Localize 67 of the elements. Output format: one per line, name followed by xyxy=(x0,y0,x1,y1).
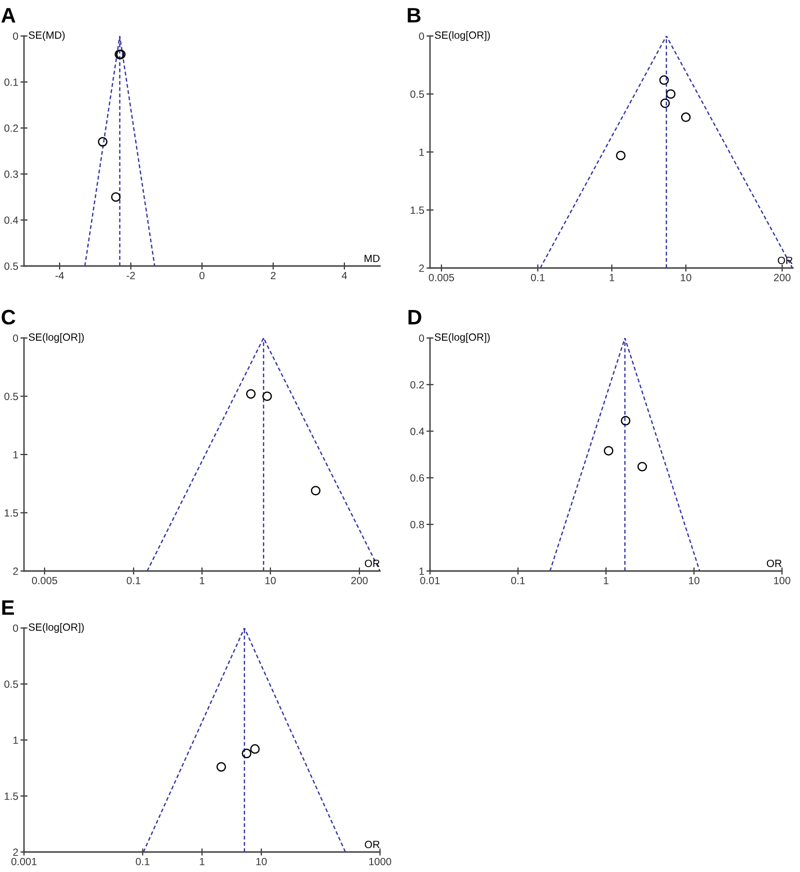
y-axis-title: SE(MD) xyxy=(28,31,65,41)
x-tick-label: 10 xyxy=(689,576,700,584)
x-axis-title: OR xyxy=(778,256,793,264)
y-tick-label: 2 xyxy=(13,568,18,575)
y-tick-label: 0 xyxy=(419,334,424,342)
x-axis-title: OR xyxy=(766,560,782,568)
x-tick-label: 0 xyxy=(200,272,204,280)
y-tick-label: 1.5 xyxy=(410,206,424,214)
x-tick-label: 10 xyxy=(265,576,276,584)
x-tick-label: 0.001 xyxy=(11,858,37,866)
y-tick-label: 1 xyxy=(419,568,424,575)
y-tick-label: 0 xyxy=(13,32,18,40)
x-tick-label: -2 xyxy=(126,272,135,280)
y-tick-label: 1 xyxy=(419,148,424,156)
x-tick-label: 2 xyxy=(270,272,276,280)
x-tick-label: 0.1 xyxy=(530,274,545,282)
chart-title: A xyxy=(1,8,16,22)
y-axis-title: SE(log[OR]) xyxy=(28,333,84,343)
x-tick-label: 10 xyxy=(256,858,267,866)
y-tick-label: 0 xyxy=(13,334,18,342)
y-tick-label: 0.3 xyxy=(4,170,18,178)
chart-title: C xyxy=(2,310,16,325)
x-tick-label: 0.005 xyxy=(428,274,454,282)
x-tick-label: 1 xyxy=(604,576,608,584)
x-axis-title: MD xyxy=(364,254,380,262)
x-tick-label: 0.01 xyxy=(420,576,440,584)
x-tick-label: 0.1 xyxy=(511,576,525,584)
x-tick-label: 0.1 xyxy=(126,576,140,584)
x-tick-label: 1 xyxy=(200,858,204,866)
x-tick-label: 0.005 xyxy=(32,576,58,584)
y-tick-label: 0.5 xyxy=(4,392,18,400)
x-axis-title: OR xyxy=(364,840,380,848)
y-tick-label: 0.5 xyxy=(4,262,18,270)
chart-title: B xyxy=(408,8,421,22)
x-tick-label: 10 xyxy=(680,274,692,282)
y-axis-title: SE(log[OR]) xyxy=(28,623,84,633)
chart-title: E xyxy=(2,600,14,615)
y-tick-label: 1 xyxy=(13,736,18,744)
y-tick-label: 0 xyxy=(419,32,424,40)
x-tick-label: 4 xyxy=(342,272,347,280)
x-tick-label: 1000 xyxy=(369,858,392,866)
y-tick-label: 0 xyxy=(13,624,18,632)
y-tick-label: 0.2 xyxy=(410,381,424,388)
x-axis-title: OR xyxy=(364,560,380,568)
y-tick-label: 0.4 xyxy=(4,216,18,224)
y-tick-label: 0.5 xyxy=(410,90,424,98)
y-tick-label: 0.4 xyxy=(410,428,424,436)
x-tick-label: 0.1 xyxy=(136,858,150,866)
y-tick-label: 0.5 xyxy=(4,680,18,688)
y-tick-label: 0.2 xyxy=(4,124,18,132)
y-tick-label: 1.5 xyxy=(4,509,18,517)
y-tick-label: 1.5 xyxy=(4,792,18,800)
y-tick-label: 0.1 xyxy=(4,78,18,86)
y-tick-label: 0.8 xyxy=(410,520,424,528)
x-tick-label: 1 xyxy=(610,274,614,282)
y-axis-title: SE(log[OR]) xyxy=(434,31,490,41)
x-tick-label: 100 xyxy=(774,576,790,584)
chart-title: D xyxy=(408,310,422,324)
x-tick-label: -4 xyxy=(55,272,64,280)
x-tick-label: 200 xyxy=(774,274,790,282)
x-tick-label: 1 xyxy=(200,576,204,584)
x-tick-label: 200 xyxy=(351,576,368,584)
y-tick-label: 1 xyxy=(13,451,18,458)
y-tick-label: 2 xyxy=(13,848,18,856)
y-tick-label: 2 xyxy=(419,264,424,272)
y-axis-title: SE(log[OR]) xyxy=(434,333,490,343)
y-tick-label: 0.6 xyxy=(410,474,424,482)
